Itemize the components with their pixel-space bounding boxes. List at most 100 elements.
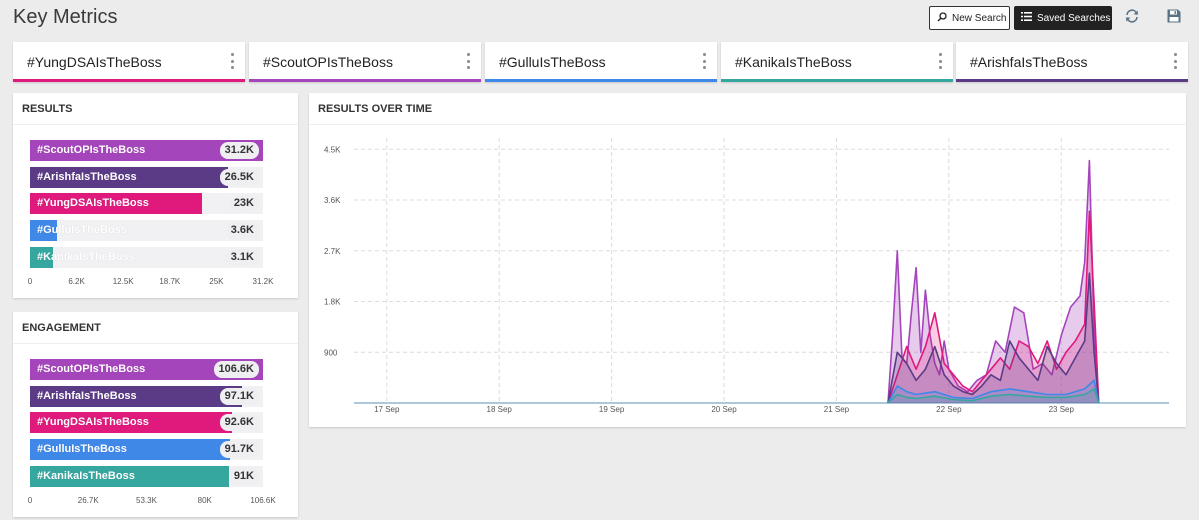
saved-searches-label: Saved Searches [1037, 12, 1111, 24]
tab-underline [956, 79, 1188, 82]
tab-label: #YungDSAIsTheBoss [27, 54, 162, 70]
bar-row[interactable]: #YungDSAIsTheBoss 23K [30, 193, 263, 215]
bar-label: #KanikaIsTheBoss [37, 469, 135, 482]
bar-row[interactable]: #KanikaIsTheBoss 91K [30, 465, 263, 487]
bar-label: #ArishfaIsTheBoss [37, 170, 137, 183]
bar-value: 3.6K [225, 222, 259, 240]
bar-fill [30, 140, 263, 161]
y-tick-label: 4.5K [324, 145, 341, 154]
bar-value: 91K [228, 467, 259, 485]
engagement-title: ENGAGEMENT [22, 322, 101, 334]
panel-divider [13, 124, 298, 125]
more-vertical-icon[interactable] [465, 52, 471, 70]
more-vertical-icon[interactable] [701, 52, 707, 70]
x-tick-label: 23 Sep [1049, 405, 1075, 414]
bar-label: #YungDSAIsTheBoss [37, 416, 149, 429]
bar-fill [30, 166, 228, 188]
series-line [887, 388, 1100, 404]
tab-label: #KanikaIsTheBoss [735, 54, 852, 70]
axis-tick-label: 0 [27, 277, 33, 286]
bar-fill [30, 385, 243, 407]
series-area [888, 273, 1099, 403]
results-title: RESULTS [22, 103, 73, 115]
bar-row[interactable]: #YungDSAIsTheBoss 92.6K [30, 412, 263, 434]
results-panel: RESULTS #ScoutOPIsTheBoss 31.2K #ArishfaIs… [13, 93, 298, 298]
panel-divider [309, 124, 1186, 125]
bar-label: #ScoutOPIsTheBoss [37, 144, 146, 156]
bar-fill [30, 193, 202, 215]
list-icon [1021, 12, 1032, 24]
tab-underline [721, 79, 953, 82]
bar-value: 97.1K [219, 387, 259, 405]
bar-row[interactable]: #KanikaIsTheBoss 3.1K [30, 246, 263, 268]
more-vertical-icon[interactable] [1172, 52, 1178, 70]
more-vertical-icon[interactable] [937, 52, 943, 70]
tab-label: #ArishfaIsTheBoss [970, 54, 1088, 70]
tab-underline [485, 79, 717, 82]
axis-tick-label: 26.7K [77, 496, 99, 505]
x-tick-label: 20 Sep [711, 405, 737, 414]
save-button[interactable] [1164, 8, 1184, 28]
axis-tick-label: 106.6K [250, 496, 276, 505]
x-tick-label: 17 Sep [374, 405, 400, 414]
bar-label: #GulluIsTheBoss [37, 224, 127, 237]
series-line [887, 159, 1100, 404]
axis-tick-label: 0 [27, 496, 33, 505]
series-line [887, 379, 1100, 404]
bar-fill [30, 439, 231, 461]
more-vertical-icon[interactable] [229, 52, 235, 70]
new-search-label: New Search [952, 12, 1007, 24]
refresh-button[interactable] [1122, 8, 1142, 28]
x-tick-label: 22 Sep [936, 405, 962, 414]
bar-value: 31.2K [219, 142, 259, 159]
refresh-icon [1124, 8, 1140, 29]
x-tick-label: 21 Sep [824, 405, 850, 414]
bar-fill [30, 465, 229, 487]
tab-kanika[interactable]: #KanikaIsTheBoss [721, 42, 953, 82]
bar-value: 91.7K [219, 441, 259, 459]
y-tick-label: 3.6K [324, 196, 341, 205]
bar-row[interactable]: #GulluIsTheBoss 91.7K [30, 439, 263, 461]
results-over-time-panel: RESULTS OVER TIME 900 1.8K 2.7K 3.6K 4.5K 17 … [309, 93, 1186, 427]
tab-gullu[interactable]: #GulluIsTheBoss [485, 42, 717, 82]
bar-value: 23K [228, 195, 259, 213]
tab-underline [249, 79, 481, 82]
bar-value: 26.5K [219, 168, 259, 186]
axis-tick-label: 25K [209, 277, 224, 286]
bar-fill [30, 412, 233, 434]
y-tick-label: 1.8K [324, 298, 341, 307]
new-search-button[interactable]: New Search [929, 6, 1010, 30]
bar-label: #KanikaIsTheBoss [37, 250, 135, 263]
bar-row[interactable]: #GulluIsTheBoss 3.6K [30, 220, 263, 242]
bar-label: #ScoutOPIsTheBoss [37, 363, 146, 375]
results-over-time-title: RESULTS OVER TIME [318, 103, 433, 115]
tab-scoutop[interactable]: #ScoutOPIsTheBoss [249, 42, 481, 82]
x-tick-label: 18 Sep [487, 405, 513, 414]
bar-fill [30, 359, 263, 380]
axis-tick-label: 53.3K [136, 496, 157, 505]
series-line [887, 272, 1100, 404]
axis-tick-label: 18.7K [159, 277, 181, 286]
axis-tick-label: 80K [197, 496, 212, 505]
engagement-panel: ENGAGEMENT #ScoutOPIsTheBoss 106.6K #Arish… [13, 312, 298, 517]
bar-row[interactable]: #ArishfaIsTheBoss 97.1K [30, 385, 263, 407]
bar-value: 92.6K [219, 414, 259, 432]
axis-tick-label: 6.2K [68, 277, 85, 286]
y-tick-label: 2.7K [324, 247, 341, 256]
tab-label: #ScoutOPIsTheBoss [263, 54, 393, 70]
series-line [887, 210, 1100, 404]
bar-row[interactable]: #ArishfaIsTheBoss 26.5K [30, 166, 263, 188]
bar-value: 106.6K [213, 361, 259, 378]
series-area [888, 160, 1099, 403]
save-icon [1166, 8, 1182, 29]
bar-row[interactable]: #ScoutOPIsTheBoss 106.6K [30, 359, 263, 380]
bar-label: #ArishfaIsTheBoss [37, 389, 137, 402]
x-tick-label: 19 Sep [599, 405, 625, 414]
y-tick-label: 900 [324, 348, 338, 357]
saved-searches-button[interactable]: Saved Searches [1014, 6, 1112, 30]
tab-yungdsa[interactable]: #YungDSAIsTheBoss [13, 42, 245, 82]
tab-arishfa[interactable]: #ArishfaIsTheBoss [956, 42, 1188, 82]
bar-value: 3.1K [225, 248, 259, 266]
bar-row[interactable]: #ScoutOPIsTheBoss 31.2K [30, 140, 263, 161]
bar-fill [30, 246, 54, 268]
